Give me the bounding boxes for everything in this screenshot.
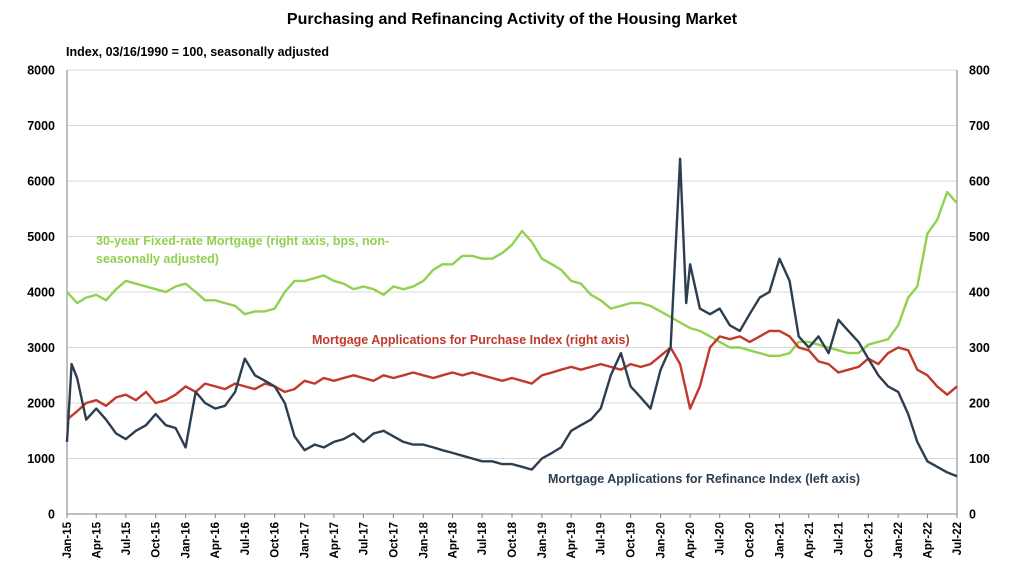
left-axis-tick-label: 7000 (27, 119, 55, 133)
x-tick-label: Apr-21 (804, 521, 816, 558)
x-tick-label: Jul-16 (240, 522, 252, 555)
x-tick-label: Jan-22 (893, 522, 905, 558)
x-tick-label: Apr-16 (210, 522, 222, 558)
x-tick-label: Apr-19 (566, 522, 578, 558)
chart-title: Purchasing and Refinancing Activity of t… (287, 11, 738, 28)
right-axis-tick-label: 800 (969, 64, 990, 78)
x-tick-label: Jul-18 (477, 521, 489, 555)
x-tick-label: Oct-18 (507, 521, 519, 557)
x-tick-label: Jan-19 (537, 522, 549, 558)
right-axis-tick-label: 0 (969, 508, 976, 522)
right-axis-tick-label: 300 (969, 341, 990, 355)
right-axis-tick-label: 200 (969, 397, 990, 411)
x-tick-label: Oct-15 (151, 521, 163, 557)
x-tick-label: Oct-16 (270, 522, 282, 558)
x-tick-label: Apr-22 (922, 522, 934, 558)
left-axis-tick-label: 1000 (27, 452, 55, 466)
fixed-rate-label-line-2: seasonally adjusted) (96, 252, 219, 266)
right-axis-tick-label: 600 (969, 175, 990, 189)
grid (67, 69, 957, 459)
left-axis-tick-label: 0 (48, 508, 55, 522)
x-tick-label: Jul-19 (596, 522, 608, 555)
left-axis-tick-label: 3000 (27, 341, 55, 355)
left-axis-tick-label: 4000 (27, 286, 55, 300)
x-tick-label: Jul-21 (833, 521, 845, 555)
right-axis-tick-label: 700 (969, 119, 990, 133)
left-axis-tick-label: 8000 (27, 64, 55, 78)
refinance-index-label: Mortgage Applications for Refinance Inde… (548, 472, 860, 486)
axes: 0 1000 2000 3000 4000 5000 6000 7000 8000 0 100 200… (27, 64, 990, 559)
x-tick-label: Jul-20 (715, 522, 727, 555)
left-axis-tick-label: 6000 (27, 175, 55, 189)
refinance-index-line (65, 157, 958, 478)
purchase-index-line (66, 329, 958, 421)
right-axis-tick-label: 400 (969, 286, 990, 300)
left-axis-tick-label: 2000 (27, 397, 55, 411)
x-tick-label: Jan-16 (181, 522, 193, 558)
x-tick-label: Apr-15 (91, 521, 103, 558)
right-axis-tick-label: 500 (969, 230, 990, 244)
x-tick-label: Jan-21 (775, 521, 787, 558)
x-tick-label: Oct-17 (388, 522, 400, 558)
fixed-rate-line (66, 190, 958, 357)
x-tick-label: Jan-20 (656, 522, 668, 558)
right-axis-tick-label: 100 (969, 452, 990, 466)
x-tick-label: Apr-20 (685, 522, 697, 558)
x-tick-label: Apr-18 (448, 521, 460, 558)
x-tick-label: Jan-17 (300, 522, 312, 558)
x-tick-label: Oct-20 (745, 522, 757, 558)
x-tick-label: Jan-18 (418, 521, 430, 558)
x-tick-label: Jan-15 (62, 521, 74, 558)
x-tick-label: Jul-15 (121, 521, 133, 555)
x-tick-label: Jul-17 (358, 522, 370, 555)
x-tick-label: Jul-22 (952, 522, 964, 555)
fixed-rate-label-line-1: 30-year Fixed-rate Mortgage (right axis,… (96, 234, 389, 248)
chart-subtitle: Index, 03/16/1990 = 100, seasonally adju… (66, 45, 329, 59)
series-labels: 30-year Fixed-rate Mortgage (right axis,… (96, 234, 860, 486)
left-axis-tick-label: 5000 (27, 230, 55, 244)
x-tick-label: Oct-19 (626, 522, 638, 558)
x-tick-label: Apr-17 (329, 522, 341, 558)
series (65, 157, 958, 478)
purchase-index-label: Mortgage Applications for Purchase Index… (312, 333, 630, 347)
x-tick-label: Oct-21 (863, 521, 875, 557)
